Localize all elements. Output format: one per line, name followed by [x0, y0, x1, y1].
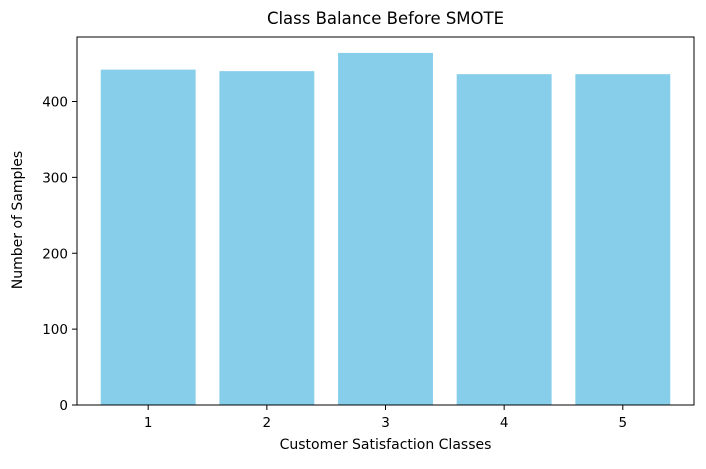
- plot-frame: [76, 36, 695, 406]
- y-tick-label: 0: [59, 398, 68, 414]
- x-tick-label: 3: [381, 415, 390, 431]
- bars-group: [100, 52, 671, 406]
- bar-1: [100, 69, 196, 405]
- bar-3: [338, 52, 433, 406]
- bar-5: [575, 74, 671, 406]
- chart-title: Class Balance Before SMOTE: [267, 9, 504, 28]
- x-axis-ticks: 1 2 3 4 5: [144, 405, 627, 431]
- bar-2: [219, 71, 315, 405]
- y-axis-label: Number of Samples: [10, 151, 26, 289]
- x-axis-label: Customer Satisfaction Classes: [280, 437, 492, 453]
- bar-4: [456, 74, 552, 406]
- x-tick-label: 5: [619, 415, 628, 431]
- x-tick-label: 2: [263, 415, 272, 431]
- x-tick-label: 4: [500, 415, 509, 431]
- y-tick-label: 400: [42, 94, 68, 110]
- y-axis-ticks: 0 100 200 300 400: [42, 94, 77, 414]
- x-tick-label: 1: [144, 415, 153, 431]
- y-tick-label: 300: [42, 170, 68, 186]
- y-tick-label: 200: [42, 246, 68, 262]
- y-tick-label: 100: [42, 322, 68, 338]
